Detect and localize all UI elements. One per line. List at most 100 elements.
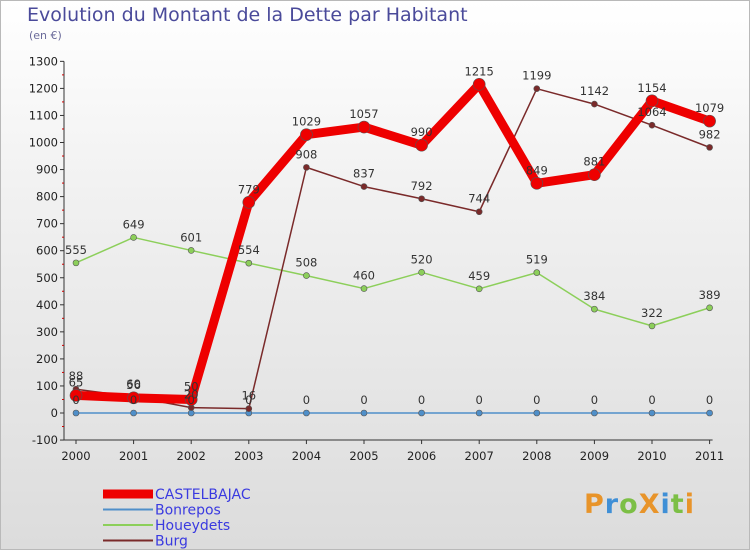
y-tick-label: 700 [36, 217, 58, 231]
series-point-castelbajac [703, 114, 716, 128]
data-label-burg: 1142 [580, 84, 609, 98]
data-label-burg: 744 [468, 192, 490, 206]
y-tick-label: 200 [36, 352, 58, 366]
chart-title: Evolution du Montant de la Dette par Hab… [27, 4, 468, 26]
series-point-houeydets [130, 234, 137, 241]
series-point-castelbajac [127, 391, 140, 405]
series-point-castelbajac [242, 195, 256, 209]
series-point-houeydets [72, 259, 80, 267]
legend-label-houeydets: Houeydets [155, 518, 230, 534]
data-label-castelbajac: 779 [238, 182, 260, 196]
data-label-houeydets: 519 [526, 253, 548, 267]
data-label-castelbajac: 65 [69, 375, 84, 389]
logo-letter: o [619, 489, 639, 520]
x-tick-label: 2006 [407, 449, 436, 463]
series-point-houeydets [360, 285, 368, 292]
data-label-bonrepos: 0 [418, 393, 425, 407]
y-tick-label: 1000 [29, 136, 58, 150]
series-point-bonrepos [648, 409, 656, 417]
series-point-burg [533, 85, 541, 92]
x-tick-label: 2007 [465, 449, 494, 463]
data-label-castelbajac: 849 [526, 163, 548, 177]
x-tick-label: 2011 [695, 449, 724, 463]
series-point-burg [648, 121, 656, 129]
data-label-houeydets: 322 [641, 306, 663, 320]
data-label-houeydets: 508 [295, 256, 317, 270]
logo-letter: i [684, 489, 695, 520]
data-label-burg: 982 [699, 127, 721, 141]
series-point-burg [475, 208, 483, 216]
logo-letter: r [604, 489, 620, 520]
data-label-burg: 792 [411, 179, 433, 193]
logo-letter: i [660, 489, 671, 520]
y-tick-label: 1300 [29, 54, 58, 68]
series-point-castelbajac [69, 389, 83, 402]
data-label-houeydets: 520 [411, 252, 433, 266]
series-point-bonrepos [418, 409, 425, 417]
series-point-castelbajac [300, 128, 313, 141]
data-label-houeydets: 389 [699, 288, 721, 302]
series-point-bonrepos [706, 409, 713, 417]
x-tick-label: 2001 [119, 449, 148, 463]
series-point-bonrepos [72, 409, 80, 417]
data-label-bonrepos: 0 [533, 393, 540, 407]
data-label-bonrepos: 0 [72, 393, 79, 407]
series-line-castelbajac [71, 79, 715, 404]
x-tick-label: 2008 [522, 449, 551, 463]
y-tick-label: 900 [36, 163, 58, 177]
logo-letter: t [670, 489, 685, 520]
series-point-bonrepos [591, 409, 598, 417]
x-tick-label: 2003 [234, 449, 263, 463]
data-label-castelbajac: 1057 [349, 107, 378, 121]
y-tick-label: 0 [51, 406, 58, 420]
series-point-houeydets [533, 269, 541, 276]
data-label-houeydets: 601 [180, 230, 202, 244]
series-line-burg [75, 87, 711, 410]
series-point-burg [245, 405, 253, 412]
y-tick-label: -100 [32, 433, 58, 447]
data-label-bonrepos: 0 [648, 393, 655, 407]
series-point-bonrepos [130, 409, 137, 417]
data-label-houeydets: 459 [468, 269, 490, 283]
y-tick-label: 400 [36, 298, 58, 312]
series-point-bonrepos [360, 409, 368, 417]
series-point-houeydets [706, 304, 713, 312]
data-label-bonrepos: 0 [360, 393, 367, 407]
data-label-bonrepos: 0 [245, 393, 252, 407]
series-point-bonrepos [475, 409, 483, 417]
series-point-bonrepos [187, 409, 195, 417]
series-point-bonrepos [303, 409, 310, 417]
data-label-burg: 60 [126, 377, 141, 391]
x-tick-label: 2002 [177, 449, 206, 463]
x-tick-label: 2010 [637, 449, 666, 463]
data-label-bonrepos: 0 [303, 393, 310, 407]
data-label-burg: 1199 [522, 69, 551, 83]
x-tick-label: 2009 [580, 449, 609, 463]
data-label-houeydets: 649 [123, 217, 145, 231]
data-label-bonrepos: 0 [188, 393, 195, 407]
series-point-burg [418, 195, 425, 203]
series-point-castelbajac [415, 138, 428, 152]
series-point-houeydets [245, 259, 253, 267]
data-label-houeydets: 555 [65, 243, 87, 257]
x-tick-label: 2004 [292, 449, 321, 463]
series-point-castelbajac [184, 393, 198, 406]
series-point-houeydets [418, 269, 425, 276]
data-label-castelbajac: 50 [184, 379, 199, 393]
data-label-castelbajac: 990 [411, 125, 433, 139]
x-tick-label: 2005 [349, 449, 378, 463]
series-point-bonrepos [533, 409, 541, 417]
data-label-burg: 88 [69, 369, 84, 383]
chart-unit: (en €) [29, 29, 62, 42]
series-point-houeydets [648, 322, 656, 330]
y-tick-label: 800 [36, 190, 58, 204]
y-tick-label: 1200 [29, 81, 58, 95]
data-label-bonrepos: 0 [591, 393, 598, 407]
series-point-houeydets [303, 272, 310, 279]
y-tick-label: 1100 [29, 108, 58, 122]
y-tick-label: 500 [36, 271, 58, 285]
series-point-castelbajac [588, 168, 601, 181]
data-label-castelbajac: 1079 [695, 101, 724, 115]
logo-letter: P [584, 489, 605, 520]
